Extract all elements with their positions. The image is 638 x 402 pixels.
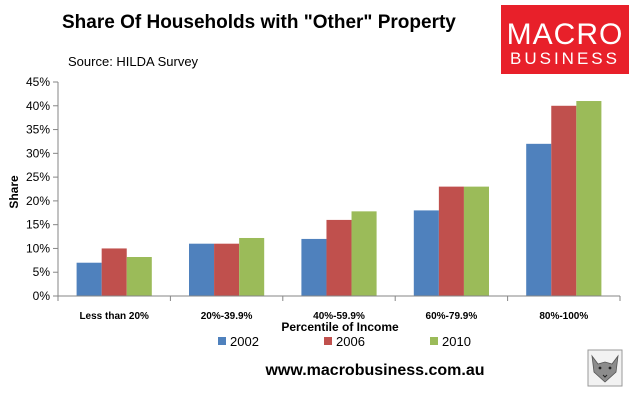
y-tick-label: 35% — [26, 123, 50, 137]
y-tick-label: 20% — [26, 194, 50, 208]
wolf-badge-icon — [587, 349, 623, 387]
x-axis-label: Percentile of Income — [281, 320, 399, 334]
y-axis-label: Share — [7, 175, 21, 209]
x-tick-label: 40%-59.9% — [313, 311, 365, 322]
bar-2002-4 — [413, 210, 439, 296]
bar-2002-3 — [301, 238, 327, 296]
y-tick-label: 30% — [26, 146, 50, 160]
x-axis: Less than 20% 20%-39.9% 40%-59.9% 60%-79.9%… — [57, 295, 621, 322]
bar-2006-4 — [438, 186, 464, 296]
footer-url: www.macrobusiness.com.au — [264, 362, 484, 379]
y-tick-label: 10% — [26, 241, 50, 255]
y-tick-label: 45% — [26, 75, 50, 89]
bar-2002-2 — [189, 243, 215, 296]
macrobusiness-logo: MACRO BUSINESS — [501, 5, 629, 74]
legend: 2002 2006 2010 — [218, 334, 471, 349]
bar-2010-5 — [576, 101, 602, 297]
bar-2002-5 — [526, 143, 552, 296]
bar-2010-4 — [463, 186, 489, 296]
y-tick-label: 40% — [26, 99, 50, 113]
legend-label-2010: 2010 — [442, 334, 471, 349]
y-tick-label: 5% — [33, 265, 51, 279]
chart-subtitle: Source: HILDA Survey — [68, 54, 199, 69]
logo-line-1: MACRO — [507, 18, 624, 51]
y-tick-label: 0% — [33, 289, 51, 303]
legend-swatch-2002 — [218, 337, 226, 345]
legend-label-2002: 2002 — [230, 334, 259, 349]
bar-2006-3 — [326, 219, 352, 296]
x-tick-label: Less than 20% — [79, 311, 149, 322]
bar-2002-1 — [76, 262, 102, 296]
y-axis: 0% 5% 10% 15% 20% 25% 30% 35% 40% 45% — [26, 75, 59, 303]
legend-label-2006: 2006 — [336, 334, 365, 349]
bar-2006-5 — [551, 105, 577, 297]
y-tick-label: 25% — [26, 170, 50, 184]
bar-2006-1 — [101, 248, 127, 296]
bar-2006-2 — [214, 243, 240, 296]
chart-title: Share Of Households with "Other" Propert… — [62, 12, 456, 33]
logo-background — [501, 5, 629, 74]
bars — [76, 101, 602, 297]
bar-2010-3 — [351, 211, 377, 296]
y-tick-label: 15% — [26, 218, 50, 232]
legend-swatch-2006 — [324, 337, 332, 345]
logo-line-2: BUSINESS — [510, 49, 620, 68]
x-tick-label: 80%-100% — [539, 311, 588, 322]
x-tick-label: 60%-79.9% — [426, 311, 478, 322]
bar-2010-1 — [126, 257, 152, 296]
legend-swatch-2010 — [430, 337, 438, 345]
x-tick-label: 20%-39.9% — [201, 311, 253, 322]
bar-2010-2 — [239, 237, 265, 296]
